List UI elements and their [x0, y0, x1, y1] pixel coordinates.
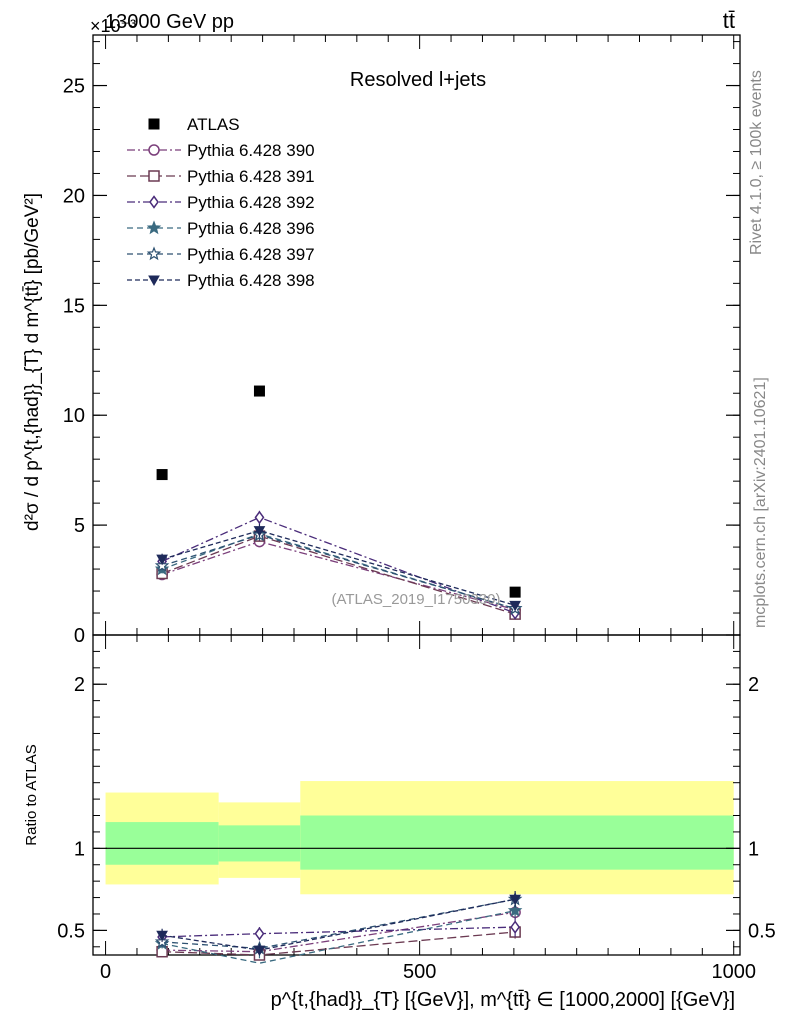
y-tick-label: 25 — [63, 76, 85, 98]
ratio-series-pythia-6-428-396 — [154, 903, 523, 964]
analysis-tag: (ATLAS_2019_I1750330) — [331, 591, 500, 608]
ratio-series-line — [162, 898, 516, 950]
exponent-label: ×10⁻³ — [90, 16, 136, 36]
main-y-axis-label: d²σ / d p^{t,{had}}_{T} d m^{tt̄} [pb/Ge… — [22, 193, 43, 531]
data-point — [253, 526, 266, 537]
ratio-series-pythia-6-428-398 — [156, 891, 521, 957]
mcplots-label: mcplots.cern.ch [arXiv:2401.10621] — [752, 377, 769, 628]
series-pythia-6-428-398 — [156, 524, 521, 612]
energy-label: 13000 GeV pp — [105, 11, 234, 33]
legend-label: Pythia 6.428 391 — [187, 167, 315, 186]
legend-marker — [148, 144, 160, 156]
ratio-data-point — [509, 894, 521, 906]
legend-marker — [148, 275, 160, 287]
legend-marker — [149, 195, 159, 209]
ratio-series-line — [162, 898, 516, 951]
legend-marker — [146, 246, 162, 261]
legend-marker — [148, 118, 160, 130]
y-tick-label: 0 — [74, 625, 85, 647]
legend-label: Pythia 6.428 397 — [187, 245, 315, 264]
plot-frame — [92, 634, 741, 956]
ratio-data-point — [254, 926, 265, 941]
data-point — [254, 510, 265, 525]
x-tick-label: 500 — [403, 961, 436, 983]
y-tick-label: 1 — [74, 838, 85, 860]
ratio-data-point — [253, 945, 266, 957]
uncertainty-band-inner — [218, 825, 301, 862]
atlas-data-point — [156, 469, 168, 481]
rivet-version-label: Rivet 4.1.0, ≥ 100k events — [748, 70, 765, 255]
y-tick-label: 15 — [63, 295, 85, 317]
ratio-series-line — [162, 926, 516, 938]
process-label: tt̄ — [723, 8, 735, 33]
x-tick-label: 1000 — [711, 961, 756, 983]
series-line — [161, 529, 516, 606]
atlas-data-point — [253, 385, 265, 397]
ratio-data-point — [156, 930, 168, 942]
ratio-data-point — [510, 920, 521, 934]
ratio-series-line — [161, 910, 516, 964]
ratio-data-point — [507, 903, 523, 917]
legend-marker — [146, 220, 162, 235]
legend-label: Pythia 6.428 390 — [187, 141, 315, 160]
atlas-data-point — [509, 586, 521, 598]
y-tick-label: 2 — [748, 674, 759, 696]
y-tick-label: 2 — [74, 674, 85, 696]
ratio-series-pythia-6-428-397 — [154, 891, 523, 955]
data-point — [509, 600, 521, 612]
x-tick-label: 0 — [100, 961, 111, 983]
data-point — [156, 554, 168, 566]
legend-label: Pythia 6.428 392 — [187, 193, 315, 212]
ratio-y-axis-label: Ratio to ATLAS — [23, 744, 40, 845]
y-tick-label: 20 — [63, 185, 85, 207]
series-atlas — [156, 385, 521, 598]
y-tick-label: 0.5 — [748, 920, 776, 942]
y-tick-label: 10 — [63, 405, 85, 427]
legend-label: Pythia 6.428 396 — [187, 219, 315, 238]
legend: ATLAS Pythia 6.428 390 Pythia 6.428 391 Pyt… — [127, 115, 315, 290]
legend-marker — [148, 170, 160, 182]
legend-label: Pythia 6.428 398 — [187, 271, 315, 290]
plot-title: Resolved l+jets — [350, 69, 486, 91]
y-tick-label: 1 — [748, 838, 759, 860]
y-tick-label: 0.5 — [57, 920, 85, 942]
uncertainty-band-inner — [300, 815, 734, 870]
x-axis-label: p^{t,{had}}_{T} [{GeV}], m^{tt̄} ∈ [1000… — [271, 989, 735, 1011]
uncertainty-band-inner — [105, 822, 219, 865]
series-line — [161, 516, 516, 614]
y-tick-label: 5 — [74, 515, 85, 537]
legend-label: ATLAS — [187, 115, 240, 134]
